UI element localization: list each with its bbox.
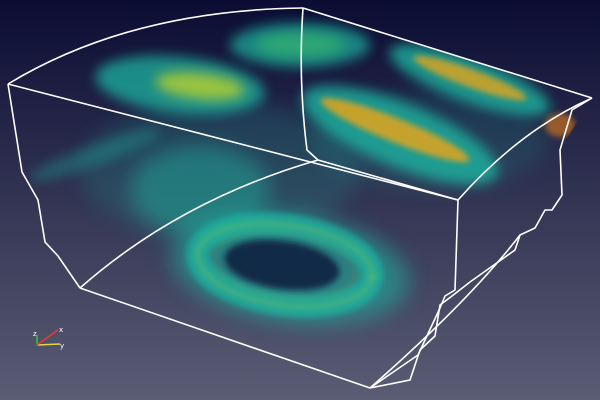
ring-speckle [195, 221, 375, 309]
outline-bottom-front [79, 287, 371, 389]
x-axis-label: x [59, 326, 63, 334]
orientation-axes-widget: z x y [33, 326, 64, 350]
right-middle-blob-core [320, 98, 470, 162]
ring-speckle-inner [212, 230, 358, 300]
outline-left-side [7, 83, 81, 289]
top-back-blob-core [255, 33, 345, 57]
right-top-blob-core [413, 55, 527, 101]
outline-bottom-arc [369, 234, 521, 389]
ring-hole [224, 239, 340, 291]
outline-middle-arc [79, 159, 319, 289]
center-column [130, 145, 270, 235]
z-axis-label: z [33, 330, 37, 338]
left-upper-blob-core [155, 72, 245, 100]
outline-inner-curve [317, 159, 459, 201]
outline-back-vertical [300, 7, 319, 161]
left-streak [29, 129, 161, 181]
outline-top-back-arc [7, 7, 304, 85]
outline-top-front-arc [457, 97, 593, 201]
y-axis-line [36, 343, 61, 346]
volume-outline [7, 7, 593, 389]
outline-front-vertical [369, 199, 459, 389]
y-axis-label: y [60, 342, 64, 350]
volume-rendering [29, 23, 575, 325]
outline-right-side [369, 97, 593, 389]
outline-top-front-edge [7, 83, 459, 201]
outline-top-right-edge [302, 7, 593, 99]
x-axis-line [36, 329, 59, 346]
